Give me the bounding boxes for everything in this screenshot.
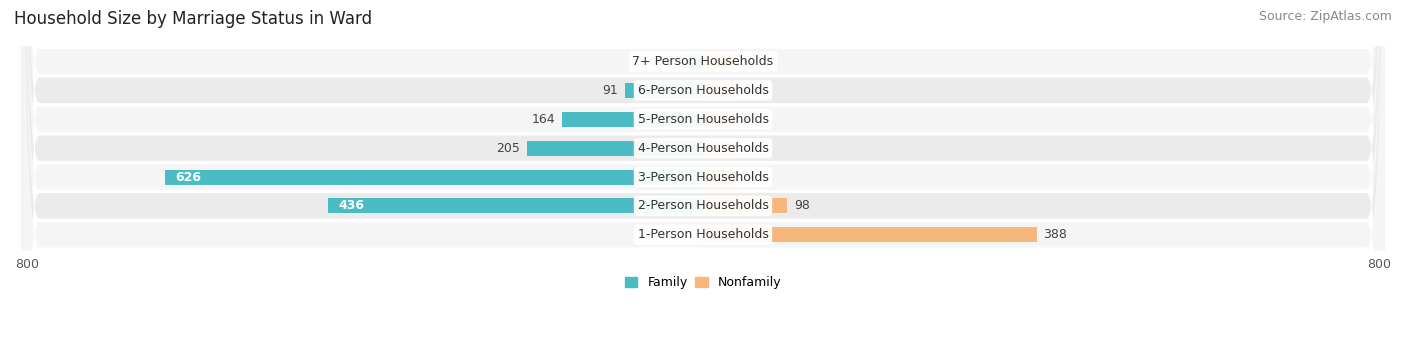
Text: 205: 205 <box>496 142 520 155</box>
FancyBboxPatch shape <box>22 0 1384 341</box>
Bar <box>703 140 737 155</box>
Text: Household Size by Marriage Status in Ward: Household Size by Marriage Status in War… <box>14 10 373 28</box>
Text: 800: 800 <box>15 258 39 271</box>
Bar <box>703 227 1036 242</box>
Bar <box>562 112 703 127</box>
Bar <box>681 54 703 69</box>
Bar <box>328 198 703 213</box>
Text: 3-Person Households: 3-Person Households <box>637 170 769 183</box>
FancyBboxPatch shape <box>22 0 1384 341</box>
Text: 0: 0 <box>744 55 752 68</box>
Text: 98: 98 <box>794 199 810 212</box>
Bar <box>703 112 737 127</box>
Legend: Family, Nonfamily: Family, Nonfamily <box>624 277 782 290</box>
Text: Source: ZipAtlas.com: Source: ZipAtlas.com <box>1258 10 1392 23</box>
Text: 800: 800 <box>1367 258 1391 271</box>
Text: 6-Person Households: 6-Person Households <box>637 84 769 97</box>
FancyBboxPatch shape <box>22 0 1384 341</box>
Text: 0: 0 <box>744 84 752 97</box>
Bar <box>624 83 703 98</box>
Text: 5-Person Households: 5-Person Households <box>637 113 769 126</box>
Text: 2-Person Households: 2-Person Households <box>637 199 769 212</box>
Bar <box>703 83 737 98</box>
Text: 91: 91 <box>602 84 617 97</box>
Text: 164: 164 <box>531 113 555 126</box>
Bar <box>527 140 703 155</box>
Text: 7+ Person Households: 7+ Person Households <box>633 55 773 68</box>
Bar <box>703 169 735 184</box>
Bar <box>703 54 737 69</box>
Text: 0: 0 <box>744 142 752 155</box>
Text: 436: 436 <box>339 199 364 212</box>
FancyBboxPatch shape <box>22 0 1384 341</box>
FancyBboxPatch shape <box>22 0 1384 341</box>
Bar <box>165 169 703 184</box>
FancyBboxPatch shape <box>22 0 1384 341</box>
Text: 4-Person Households: 4-Person Households <box>637 142 769 155</box>
Bar <box>703 198 787 213</box>
Text: 1-Person Households: 1-Person Households <box>637 228 769 241</box>
FancyBboxPatch shape <box>22 0 1384 341</box>
Text: 38: 38 <box>742 170 758 183</box>
Text: 388: 388 <box>1043 228 1067 241</box>
Text: 0: 0 <box>744 113 752 126</box>
Text: 26: 26 <box>658 55 673 68</box>
Text: 626: 626 <box>174 170 201 183</box>
